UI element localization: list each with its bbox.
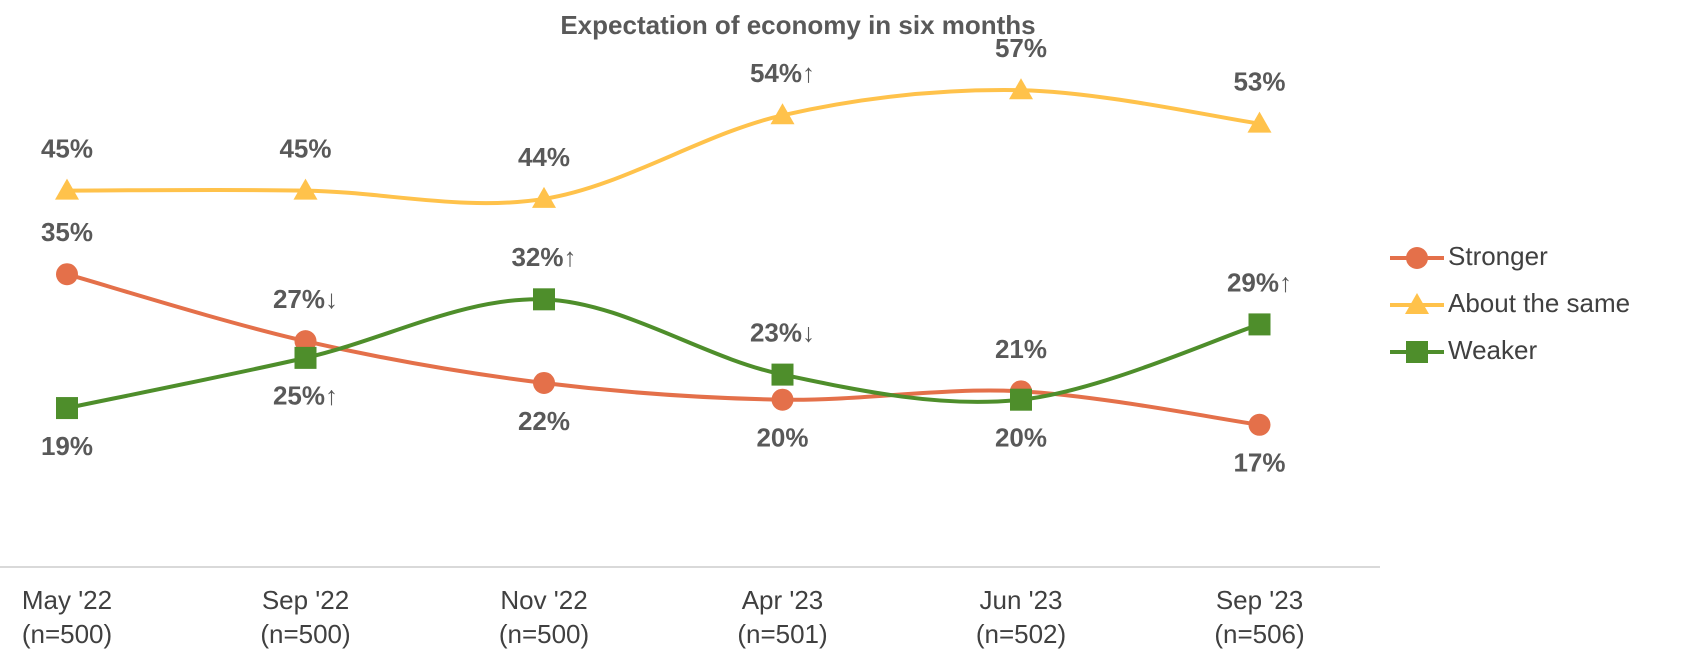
- chart-title: Expectation of economy in six months: [560, 10, 1035, 40]
- legend-label: About the same: [1448, 288, 1630, 318]
- data-point: [771, 363, 794, 386]
- legend-label: Weaker: [1448, 335, 1537, 365]
- data-label: 45%: [41, 133, 93, 163]
- data-label: 35%: [41, 217, 93, 247]
- x-tick-label: Apr '23 (n=501): [737, 585, 828, 649]
- data-point: [293, 178, 318, 200]
- data-label: 54%↑: [750, 58, 815, 88]
- data-label: 23%↓: [750, 317, 815, 347]
- data-point: [532, 186, 556, 208]
- legend-marker: [1406, 247, 1428, 269]
- data-point: [1247, 111, 1272, 133]
- data-point: [771, 388, 794, 411]
- data-label: 20%: [756, 423, 808, 453]
- data-point: [1248, 313, 1271, 336]
- data-point: [770, 103, 795, 125]
- data-point: [533, 371, 555, 394]
- series-line: [66, 297, 1261, 411]
- data-label: 53%: [1233, 67, 1285, 97]
- x-tick-label: Sep '23 (n=506): [1214, 585, 1305, 649]
- data-point: [56, 263, 78, 286]
- x-tick-label: Nov '22 (n=500): [498, 585, 590, 649]
- legend-marker: [1405, 293, 1429, 314]
- data-label: 29%↑: [1227, 267, 1292, 297]
- x-tick-label: Sep '22 (n=500): [260, 585, 351, 649]
- data-label: 22%: [518, 406, 570, 436]
- data-point: [1010, 388, 1032, 411]
- data-point: [55, 178, 79, 200]
- data-point: [533, 288, 555, 311]
- data-point: [294, 346, 317, 369]
- data-label: 27%↓: [273, 284, 338, 314]
- data-label: 17%: [1233, 448, 1285, 478]
- data-point: [1248, 413, 1271, 436]
- series-line: [66, 88, 1260, 206]
- legend-marker: [1406, 341, 1428, 363]
- data-point: [56, 397, 78, 420]
- x-tick-label: May '22 (n=500): [21, 585, 113, 649]
- data-label: 45%: [279, 133, 331, 163]
- data-label: 57%: [995, 33, 1047, 63]
- data-point: [1009, 78, 1033, 100]
- data-label: 20%: [995, 423, 1047, 453]
- data-point: [294, 330, 317, 353]
- series-line: [66, 272, 1260, 427]
- data-label: 44%: [518, 142, 570, 172]
- data-label: 25%↑: [273, 381, 338, 411]
- data-label: 21%: [995, 334, 1047, 364]
- legend-label: Stronger: [1448, 241, 1548, 271]
- data-label: 19%: [41, 431, 93, 461]
- x-tick-label: Jun '23 (n=502): [975, 585, 1067, 649]
- data-label: 32%↑: [511, 242, 576, 272]
